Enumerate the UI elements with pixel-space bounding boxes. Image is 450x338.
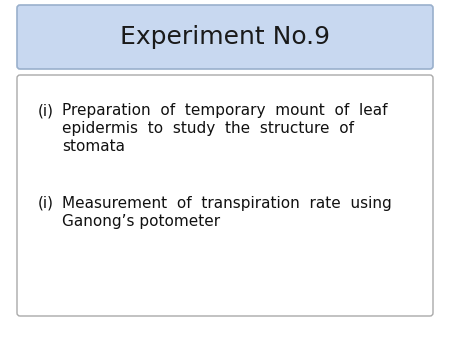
Text: Measurement  of  transpiration  rate  using: Measurement of transpiration rate using (62, 196, 392, 211)
Text: Ganong’s potometer: Ganong’s potometer (62, 214, 220, 229)
Text: Experiment No.9: Experiment No.9 (120, 25, 330, 49)
Text: Preparation  of  temporary  mount  of  leaf: Preparation of temporary mount of leaf (62, 103, 387, 118)
FancyBboxPatch shape (17, 75, 433, 316)
Text: stomata: stomata (62, 139, 125, 154)
Text: (i): (i) (38, 103, 54, 118)
Text: epidermis  to  study  the  structure  of: epidermis to study the structure of (62, 121, 354, 136)
Text: (i): (i) (38, 196, 54, 211)
FancyBboxPatch shape (17, 5, 433, 69)
